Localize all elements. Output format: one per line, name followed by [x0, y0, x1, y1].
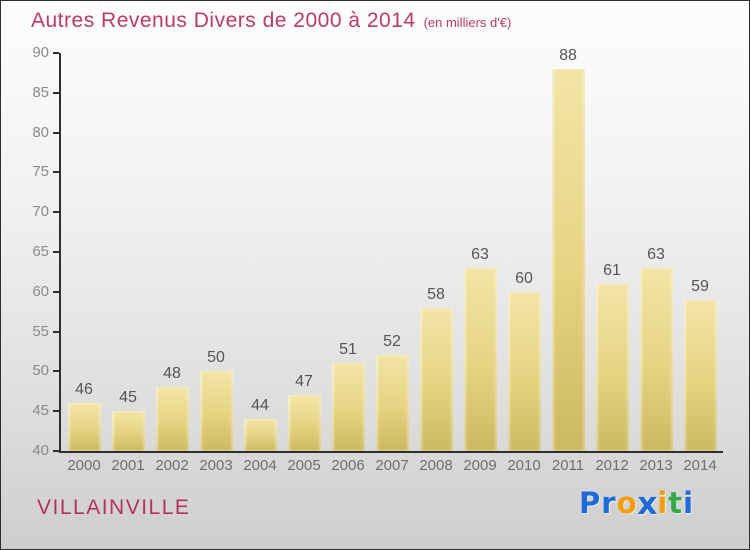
bar-value-label: 47: [295, 373, 313, 391]
x-axis-label: 2008: [419, 457, 453, 474]
x-axis-label: 2009: [463, 457, 497, 474]
x-axis-label: 2007: [375, 457, 409, 474]
x-axis-label: 2006: [331, 457, 365, 474]
x-axis-label: 2011: [551, 457, 585, 474]
bar: [639, 267, 673, 451]
bar-value-label: 51: [339, 341, 357, 359]
x-axis-label: 2000: [67, 457, 101, 474]
bar: [419, 307, 453, 451]
x-axis-label: 2001: [111, 457, 145, 474]
bar-value-label: 46: [75, 381, 93, 399]
bar: [683, 299, 717, 451]
bar: [551, 68, 585, 451]
y-axis-tick-label: 80: [32, 123, 49, 141]
logo-letter: r: [601, 486, 617, 520]
y-axis-tick-label: 70: [32, 203, 49, 221]
bar: [287, 395, 321, 451]
y-axis-tick: [53, 410, 59, 413]
bar-value-label: 48: [163, 365, 181, 383]
y-axis-tick: [53, 330, 59, 333]
y-axis-tick-label: 65: [32, 243, 49, 260]
x-axis-label: 2005: [287, 457, 321, 474]
logo-letter: P: [579, 486, 602, 520]
logo-letter: i: [657, 486, 669, 520]
y-axis-tick: [53, 52, 59, 54]
bar-value-label: 44: [251, 397, 269, 415]
bar: [243, 419, 277, 451]
bar: [463, 267, 497, 451]
x-axis-label: 2012: [595, 457, 629, 474]
chart-title-text: Autres Revenus Divers de 2000 à 2014: [31, 9, 416, 32]
y-axis-tick-label: 90: [32, 44, 49, 61]
bar: [155, 387, 189, 451]
logo-letter: x: [636, 484, 659, 522]
proxiti-logo[interactable]: Proxiti: [579, 484, 695, 522]
bar: [199, 371, 233, 451]
bar-value-label: 63: [471, 245, 489, 263]
x-axis-label: 2003: [199, 457, 233, 474]
bar: [67, 403, 101, 451]
chart-title: Autres Revenus Divers de 2000 à 2014 (en …: [31, 9, 511, 33]
y-axis-tick: [53, 450, 59, 452]
y-axis-tick: [53, 171, 59, 174]
y-axis-tick-label: 50: [32, 362, 49, 380]
x-axis-label: 2010: [507, 457, 541, 474]
bar-value-label: 45: [119, 389, 137, 407]
bar-value-label: 60: [515, 269, 533, 287]
bar-value-label: 63: [647, 245, 665, 263]
y-axis-tick: [53, 131, 59, 134]
bar-value-label: 59: [691, 277, 709, 295]
bar-value-label: 52: [383, 333, 401, 351]
bar: [507, 291, 541, 451]
bar: [111, 411, 145, 451]
logo-letter: i: [683, 486, 695, 520]
location-label: VILLAINVILLE: [37, 496, 191, 519]
y-axis-tick-label: 45: [32, 402, 49, 420]
y-axis-tick: [53, 211, 59, 214]
bar-value-label: 88: [559, 46, 577, 64]
logo-letter: t: [668, 486, 684, 520]
y-axis-tick-label: 60: [32, 282, 49, 300]
y-axis-tick-label: 85: [32, 83, 49, 101]
bar: [375, 355, 409, 451]
y-axis-line: [59, 53, 61, 453]
y-axis-tick: [53, 91, 59, 94]
bar: [331, 363, 365, 451]
bar: [595, 283, 629, 451]
bar-value-label: 58: [427, 285, 445, 303]
chart-title-unit: (en milliers d'€): [423, 15, 512, 30]
y-axis-tick: [53, 290, 59, 293]
y-axis-tick-label: 75: [32, 163, 49, 181]
x-axis-label: 2013: [639, 457, 673, 474]
bar-value-label: 61: [603, 261, 621, 279]
x-axis-label: 2014: [683, 457, 717, 474]
y-axis-tick-label: 55: [32, 322, 49, 340]
logo-letter: o: [616, 486, 638, 520]
y-axis-tick-label: 40: [32, 442, 49, 459]
y-axis-tick: [53, 251, 59, 253]
x-axis-line: [59, 451, 723, 453]
x-axis-label: 2002: [155, 457, 189, 474]
bar-value-label: 50: [207, 349, 225, 367]
x-axis-label: 2004: [243, 457, 277, 474]
y-axis-tick: [53, 370, 59, 373]
